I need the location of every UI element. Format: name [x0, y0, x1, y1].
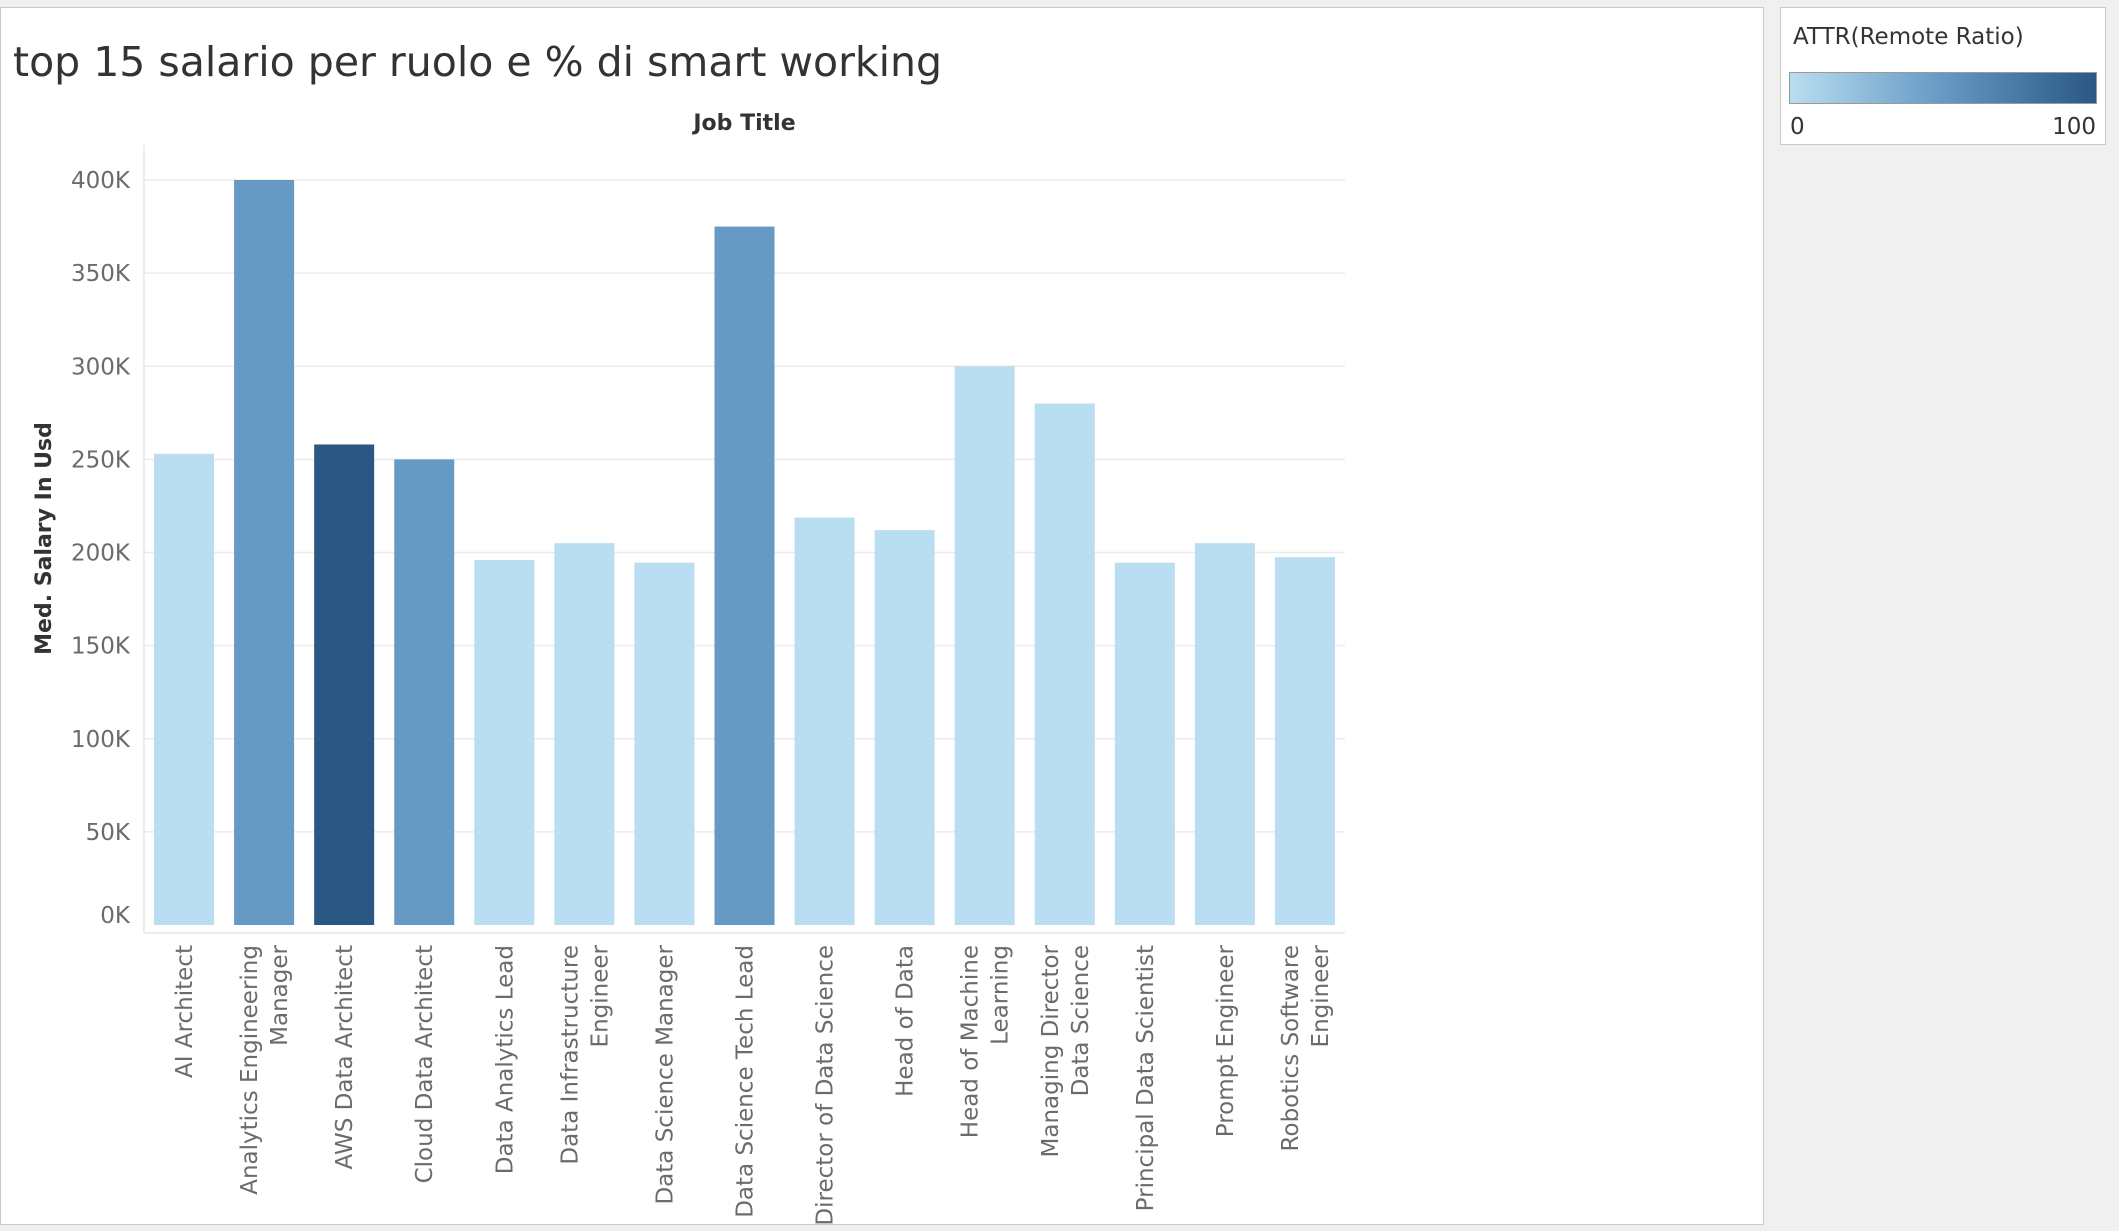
y-tick-label: 100K — [71, 727, 131, 753]
x-tick-label: Prompt Engineer — [1213, 944, 1239, 1137]
bar[interactable] — [394, 459, 455, 925]
y-tick-labels: 0K 50K 100K 150K 200K 250K 300K 350K 400K — [71, 168, 131, 929]
bar[interactable] — [234, 180, 295, 925]
y-tick-label: 350K — [71, 261, 131, 287]
y-tick-label: 0K — [100, 903, 131, 929]
legend-max-label: 100 — [2052, 114, 2096, 140]
y-tick-label: 400K — [71, 168, 131, 194]
x-tick-label: Director of Data Science — [813, 945, 839, 1224]
legend-color-ramp — [1789, 72, 2097, 104]
x-tick-labels: AI Architect Analytics Engineering Manager… — [172, 944, 1334, 1224]
bar[interactable] — [634, 562, 695, 925]
bar[interactable] — [554, 543, 615, 925]
x-tick-label: AWS Data Architect — [332, 945, 358, 1170]
y-tick-label: 200K — [71, 541, 131, 567]
x-tick-label: Data Infrastructure — [557, 945, 583, 1165]
x-tick-label: Head of Data — [893, 945, 919, 1097]
bars — [154, 180, 1335, 925]
chart-title: top 15 salario per ruolo e % di smart wo… — [13, 38, 943, 86]
x-tick-label: Engineer — [1308, 944, 1334, 1047]
y-tick-label: 300K — [71, 354, 131, 380]
x-tick-label: Cloud Data Architect — [412, 945, 438, 1183]
x-tick-label: Managing Director — [1038, 944, 1064, 1157]
x-tick-label: Data Science — [1068, 945, 1094, 1096]
bar[interactable] — [1274, 557, 1335, 925]
bar[interactable] — [154, 453, 215, 925]
y-axis-title: Med. Salary In Usd — [32, 422, 57, 655]
y-tick-label: 50K — [86, 820, 131, 846]
bar[interactable] — [474, 559, 535, 925]
axes — [143, 145, 1345, 934]
bar[interactable] — [1034, 403, 1095, 926]
y-tick-label: 150K — [71, 634, 131, 660]
bar[interactable] — [874, 530, 935, 925]
legend-min-label: 0 — [1790, 114, 1805, 140]
x-tick-label: Engineer — [587, 944, 613, 1047]
bar-chart: 0K 50K 100K 150K 200K 250K 300K 350K 400K AI Arc… — [32, 111, 1345, 1224]
x-axis-title: Job Title — [691, 111, 795, 136]
x-tick-label: Robotics Software — [1278, 945, 1304, 1151]
x-tick-label: Manager — [267, 944, 293, 1045]
x-tick-label: Learning — [988, 945, 1014, 1045]
bar[interactable] — [714, 226, 775, 925]
legend-title: ATTR(Remote Ratio) — [1793, 24, 2024, 50]
color-legend: ATTR(Remote Ratio) 0 100 — [1780, 7, 2106, 145]
bar[interactable] — [794, 517, 855, 925]
worksheet-panel: top 15 salario per ruolo e % di smart wo… — [0, 7, 1764, 1225]
x-tick-label: Data Science Tech Lead — [733, 945, 759, 1218]
bar[interactable] — [1194, 543, 1255, 925]
bar[interactable] — [314, 444, 375, 925]
x-tick-label: Head of Machine — [958, 945, 984, 1138]
x-tick-label: Data Science Manager — [652, 944, 678, 1204]
x-tick-label: Analytics Engineering — [237, 945, 263, 1195]
y-tick-label: 250K — [71, 447, 131, 473]
x-tick-label: AI Architect — [172, 945, 198, 1078]
x-tick-label: Principal Data Scientist — [1133, 945, 1159, 1211]
bar[interactable] — [954, 366, 1015, 925]
bar[interactable] — [1114, 562, 1175, 925]
x-tick-label: Data Analytics Lead — [492, 945, 518, 1174]
